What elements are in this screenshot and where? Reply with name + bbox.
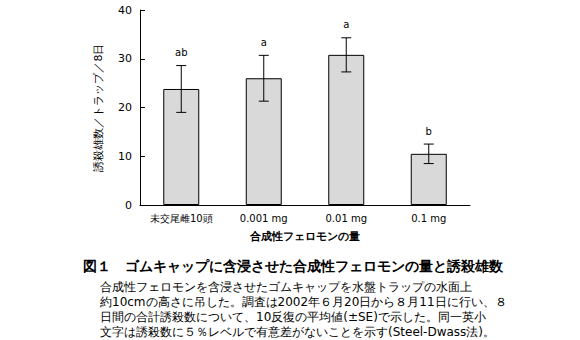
svg-text:合成性フェロモンを含浸させたゴムキャップを水盤トラップの水面: 合成性フェロモンを含浸させたゴムキャップを水盤トラップの水面上 xyxy=(100,280,472,294)
svg-text:未交尾雌10頭: 未交尾雌10頭 xyxy=(150,213,213,224)
svg-text:文字は誘殺数に５％レベルで有意差がないことを示す(Steel: 文字は誘殺数に５％レベルで有意差がないことを示す(Steel-Dwass法)。 xyxy=(100,325,495,339)
svg-text:0.1 mg: 0.1 mg xyxy=(411,213,446,224)
svg-text:約10cmの高さに吊した。調査は2002年６月20日から８月: 約10cmの高さに吊した。調査は2002年６月20日から８月11日に行い、８ xyxy=(100,295,507,309)
svg-text:40: 40 xyxy=(118,4,132,17)
svg-text:a: a xyxy=(261,37,267,48)
svg-text:誘殺雄数／トラップ／8日: 誘殺雄数／トラップ／8日 xyxy=(92,44,105,172)
svg-text:10: 10 xyxy=(118,150,132,163)
svg-text:日間の合計誘殺数について、10反復の平均値(±SE)で示した: 日間の合計誘殺数について、10反復の平均値(±SE)で示した。同一英小 xyxy=(100,310,486,324)
svg-text:0.001 mg: 0.001 mg xyxy=(240,213,288,224)
svg-text:ab: ab xyxy=(175,47,187,58)
svg-text:0.01 mg: 0.01 mg xyxy=(325,213,367,224)
svg-text:0: 0 xyxy=(125,199,132,212)
svg-text:図１ ゴムキャップに含浸させた合成性フェロモンの量と誘殺雄数: 図１ ゴムキャップに含浸させた合成性フェロモンの量と誘殺雄数 xyxy=(83,258,504,274)
svg-text:a: a xyxy=(343,19,349,30)
svg-text:30: 30 xyxy=(118,52,132,65)
svg-text:b: b xyxy=(426,126,432,137)
svg-text:合成性フェロモンの量: 合成性フェロモンの量 xyxy=(249,230,360,243)
svg-text:20: 20 xyxy=(118,101,132,114)
